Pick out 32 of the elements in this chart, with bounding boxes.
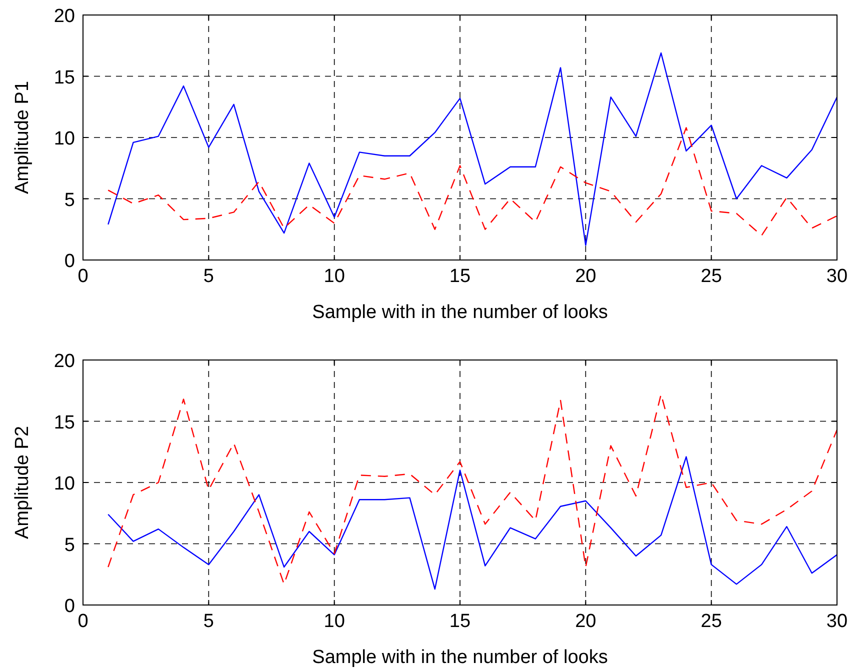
- x-axis-title: Sample with in the number of looks: [312, 302, 608, 323]
- x-tick-label: 30: [826, 611, 848, 632]
- line-series: [108, 394, 838, 585]
- y-tick-label: 10: [54, 474, 75, 494]
- x-tick-label: 30: [826, 266, 848, 287]
- line-series: [108, 127, 838, 236]
- line-series: [108, 456, 838, 590]
- line-series: [108, 52, 838, 246]
- x-tick-label: 20: [575, 611, 596, 632]
- x-tick-label: 5: [203, 266, 214, 287]
- x-tick-label: 15: [449, 266, 471, 287]
- x-tick-label: 5: [203, 611, 214, 632]
- y-tick-label: 0: [64, 251, 75, 272]
- x-axis-title: Sample with in the number of looks: [312, 647, 608, 668]
- x-tick-label: 25: [700, 266, 722, 287]
- y-axis-title: Amplitude P1: [12, 80, 33, 194]
- y-tick-label: 5: [64, 190, 75, 211]
- x-tick-label: 15: [449, 611, 471, 632]
- x-tick-label: 10: [324, 266, 345, 287]
- y-tick-label: 20: [54, 6, 75, 27]
- x-tick-label: 0: [78, 611, 88, 632]
- y-tick-label: 0: [64, 596, 75, 617]
- x-tick-label: 10: [324, 611, 345, 632]
- y-tick-label: 15: [54, 67, 75, 88]
- x-tick-label: 20: [575, 266, 596, 287]
- y-tick-label: 15: [54, 412, 75, 434]
- x-tick-label: 0: [78, 266, 88, 287]
- y-tick-label: 20: [54, 351, 75, 372]
- y-tick-label: 10: [54, 128, 75, 150]
- y-axis-title: Amplitude P2: [12, 426, 33, 540]
- y-tick-label: 5: [64, 534, 75, 556]
- x-tick-label: 25: [700, 611, 722, 632]
